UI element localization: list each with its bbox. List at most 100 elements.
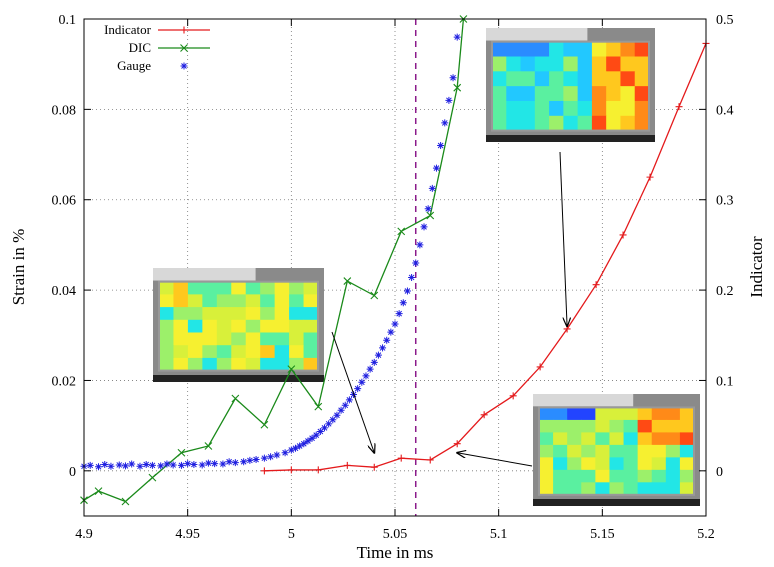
inset-cell [591, 100, 607, 117]
data-point-indicator [397, 454, 405, 462]
inset-cell [679, 407, 695, 421]
y2-tick-label: 0.1 [716, 374, 734, 389]
data-point-dic [343, 277, 352, 285]
inset-cell [173, 345, 189, 359]
inset-cell [637, 469, 653, 483]
inset-cell [567, 419, 582, 433]
inset-cell [637, 407, 653, 421]
x-tick-label: 5.15 [590, 527, 615, 542]
inset-cell [492, 71, 507, 87]
data-point-gauge [177, 461, 185, 469]
inset-cell [245, 319, 261, 333]
y2-tick-label: 0.2 [716, 284, 734, 299]
data-point-dic [314, 402, 323, 411]
inset-cell [665, 457, 681, 471]
data-point-gauge [136, 462, 144, 470]
x-axis-label: Time in ms [357, 543, 434, 562]
grid [84, 19, 706, 516]
inset-cell [637, 457, 653, 471]
inset-cell [637, 419, 653, 433]
inset-cell [202, 357, 218, 372]
inset-cell [159, 281, 174, 295]
inset-cell [539, 444, 554, 458]
inset-cell [245, 357, 261, 372]
inset-cell [665, 444, 681, 458]
axes: 4.9 4.95 5 5.05 5.1 5.15 5.2 0 0.02 0.04 0.06 0.08 0… [52, 13, 734, 542]
series-dic [80, 15, 468, 506]
inset-cell [159, 345, 174, 359]
inset-cell [492, 86, 507, 102]
data-point-indicator [453, 440, 461, 448]
inset-cell [492, 115, 507, 132]
inset-cell [231, 332, 247, 346]
inset-cell [187, 345, 203, 359]
inset-cell [634, 100, 650, 117]
data-point-gauge [412, 259, 420, 267]
inset-cell [577, 100, 593, 117]
inset-cell [202, 307, 218, 321]
data-point-indicator [480, 411, 488, 419]
inset-cell [534, 86, 550, 102]
data-point-gauge [121, 462, 129, 470]
inset-cell [623, 419, 639, 433]
inset-cell [581, 469, 596, 483]
inset-cell [553, 482, 568, 496]
data-point-indicator [509, 392, 517, 400]
data-point-gauge [333, 411, 341, 419]
inset-cell [173, 281, 189, 295]
inset-cell [539, 432, 554, 446]
inset-cell [274, 332, 290, 346]
data-point-gauge [157, 462, 165, 470]
y-tick-label: 0.08 [52, 103, 77, 118]
inset-cell [567, 407, 582, 421]
inset-cell [506, 41, 522, 57]
data-point-gauge [316, 428, 324, 436]
inset-cell [623, 469, 639, 483]
data-point-gauge [432, 164, 440, 172]
data-point-gauge [437, 142, 445, 150]
inset-cell [634, 86, 650, 102]
data-point-gauge [416, 241, 424, 249]
legend-label-gauge: Gauge [117, 58, 151, 73]
inset-cell [595, 469, 610, 483]
inset-cell [303, 294, 319, 308]
inset-cell [216, 307, 232, 321]
inset-cell [620, 71, 636, 87]
inset-cell [634, 56, 650, 72]
inset-photo-shadow [153, 375, 324, 382]
inset-cell [620, 86, 636, 102]
inset-cell [665, 407, 681, 421]
inset-cell [520, 71, 536, 87]
inset-cell [679, 482, 695, 496]
data-point-gauge [341, 401, 349, 409]
data-point-gauge [370, 358, 378, 366]
inset-cell [606, 41, 621, 57]
data-point-indicator [343, 461, 351, 469]
inset-cell [577, 41, 593, 57]
data-point-gauge [420, 223, 428, 231]
inset-cell [549, 115, 564, 132]
data-point-dic [177, 448, 186, 457]
inset-cell [591, 115, 607, 132]
dic-strain-map-inset [153, 268, 324, 382]
inset-cell [520, 41, 536, 57]
inset-cell [563, 115, 579, 132]
inset-cell [606, 71, 621, 87]
inset-cell [231, 357, 247, 372]
inset-frame [158, 280, 319, 372]
x-tick-label: 4.95 [175, 527, 200, 542]
inset-cell [506, 100, 522, 117]
inset-cell [679, 444, 695, 458]
data-point-gauge [399, 299, 407, 307]
inset-cell [577, 56, 593, 72]
data-point-dic [94, 487, 103, 496]
inset-cell [620, 41, 636, 57]
inset-cell [187, 281, 203, 295]
data-point-gauge [95, 463, 103, 471]
data-point-gauge [337, 406, 345, 414]
inset-cell [534, 115, 550, 132]
data-point-dic [121, 497, 130, 506]
data-point-gauge [260, 454, 268, 462]
data-point-gauge [395, 310, 403, 318]
